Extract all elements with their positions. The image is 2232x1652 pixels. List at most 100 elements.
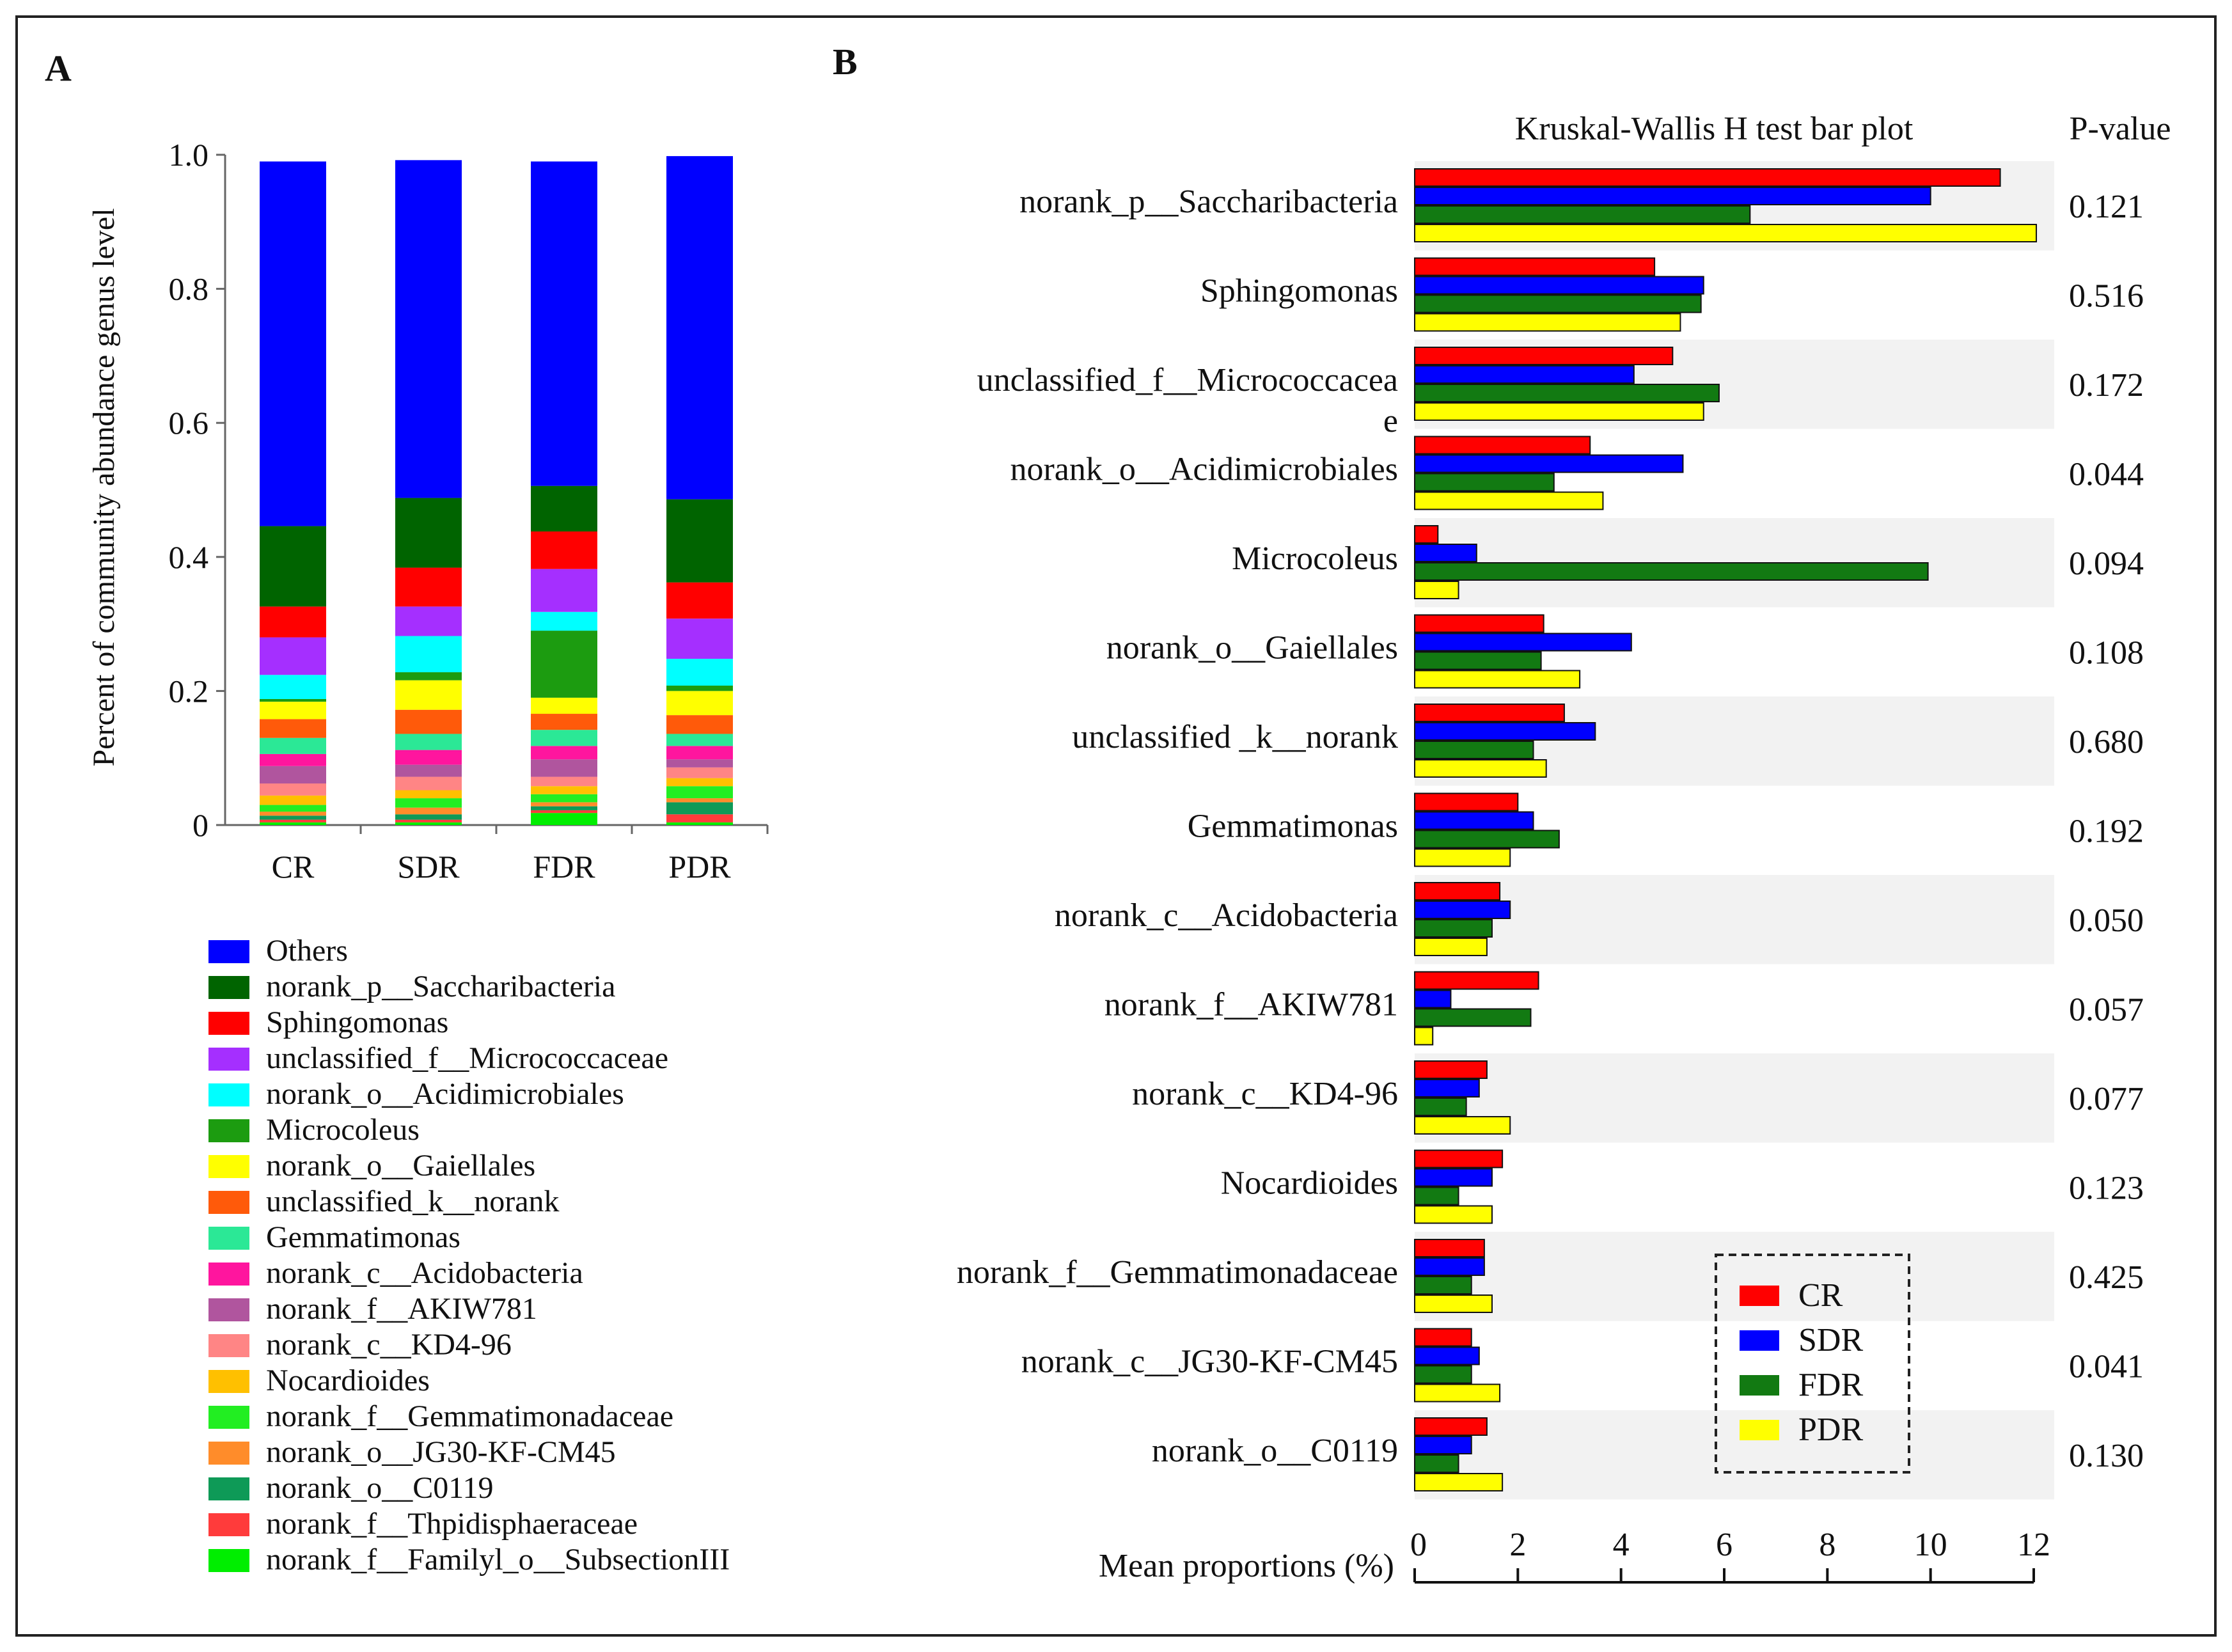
b-bar (1414, 1365, 1472, 1384)
a-bar-segment (395, 807, 462, 815)
b-row-band (1415, 1232, 2054, 1321)
panel-label-a: A (45, 47, 72, 89)
b-bar (1414, 1205, 1493, 1224)
b-category-labels: norank_p__Saccharibacteria Sphingomonas un… (957, 184, 1398, 1469)
b-bar (1414, 257, 1656, 276)
b-bar (1414, 454, 1684, 473)
b-bar (1414, 1436, 1472, 1454)
a-bar-segment (666, 798, 733, 803)
b-category-label: Nocardioides (1221, 1165, 1398, 1202)
a-legend-label: Nocardioides (266, 1364, 430, 1397)
a-y-tick-label: 0.4 (169, 539, 209, 575)
b-bar (1414, 313, 1681, 332)
b-x-tick-label: 8 (1819, 1527, 1835, 1563)
a-bar-segment (531, 531, 597, 569)
a-bar-segment (666, 582, 733, 619)
a-bar-segment (260, 675, 326, 699)
b-bar (1414, 187, 1931, 205)
b-pvalue: 0.044 (2069, 457, 2144, 493)
a-legend-swatch (208, 1513, 249, 1536)
a-bar-segment (260, 637, 326, 675)
a-bar-segment (531, 759, 597, 777)
b-row-band (1415, 1053, 2054, 1143)
a-bar-segment (666, 822, 733, 825)
b-category-label-cont: e (1383, 403, 1398, 439)
b-category-label: norank_c__KD4-96 (1132, 1076, 1398, 1112)
a-legend-swatch (208, 1334, 249, 1357)
b-bar (1414, 971, 1539, 990)
b-bar (1414, 168, 2001, 187)
b-bar (1414, 276, 1704, 295)
b-bar (1414, 544, 1477, 562)
b-legend-swatch (1740, 1420, 1779, 1440)
b-category-label: Microcoleus (1232, 540, 1398, 577)
b-legend-label: PDR (1798, 1412, 1863, 1448)
a-bar-segment (666, 659, 733, 686)
b-pvalue: 0.123 (2069, 1170, 2144, 1207)
a-bar-segment (260, 702, 326, 720)
a-bar-segment (666, 499, 733, 583)
a-bar-segment (260, 795, 326, 805)
a-legend-label: unclassified_f__Micrococcaceae (266, 1041, 668, 1075)
a-legend-swatch (208, 1298, 249, 1321)
b-bar (1414, 473, 1555, 492)
a-bar-segment (260, 698, 326, 702)
a-bar-segment (531, 802, 597, 806)
b-bar (1414, 1079, 1480, 1097)
a-legend-swatch (208, 940, 249, 963)
a-y-tick-label: 0.8 (169, 271, 209, 307)
b-category-label: Sphingomonas (1200, 273, 1398, 310)
a-x-tick-label: CR (272, 849, 315, 885)
a-bar-segment (395, 160, 462, 498)
b-bar (1414, 1168, 1493, 1187)
a-bar-segment (395, 567, 462, 607)
b-category-label: unclassified _k__norank (1072, 719, 1398, 755)
b-pvalue: 0.041 (2069, 1349, 2144, 1385)
a-legend-swatch (208, 1191, 249, 1214)
a-bar-segment (666, 686, 733, 691)
b-pvalue: 0.516 (2069, 278, 2144, 315)
a-bar-segment (260, 737, 326, 754)
b-x-axis: 0 2 4 6 8 10 12 (1410, 1527, 2050, 1584)
a-legend-label: norank_o__Acidimicrobiales (266, 1077, 624, 1111)
b-bar (1414, 633, 1632, 652)
b-pvalue: 0.108 (2069, 635, 2144, 672)
figure-frame (15, 15, 2217, 1637)
a-bar-segment (531, 631, 597, 698)
b-bar (1414, 1383, 1501, 1403)
b-bar (1414, 1328, 1472, 1347)
b-category-label: norank_f__Gemmatimonadaceae (957, 1254, 1398, 1291)
a-bar-segment (260, 822, 326, 825)
b-bar (1414, 938, 1488, 956)
b-bar (1414, 811, 1534, 830)
b-pvalue: 0.057 (2069, 992, 2144, 1028)
a-bar-segment (260, 805, 326, 812)
b-pvalues: 0.121 0.516 0.172 0.044 0.094 0.108 0.680 0.192… (2069, 189, 2144, 1474)
a-bar-segment (260, 783, 326, 796)
b-bar (1414, 830, 1560, 849)
b-x-tick-label: 12 (2017, 1527, 2050, 1563)
a-bar-segment (395, 680, 462, 710)
a-y-tick-label: 0.2 (169, 673, 209, 709)
a-bar-segment (666, 778, 733, 787)
b-bar (1414, 347, 1674, 365)
a-x-tick-label: PDR (668, 849, 731, 885)
b-x-tick-label: 6 (1716, 1527, 1733, 1563)
b-legend-swatch (1740, 1375, 1779, 1396)
a-legend-label: norank_c__Acidobacteria (266, 1256, 583, 1290)
b-bar (1414, 1239, 1485, 1257)
b-category-label: unclassified_f__Micrococcacea (977, 362, 1398, 398)
b-legend-label: SDR (1798, 1322, 1863, 1358)
b-pvalue: 0.094 (2069, 546, 2144, 582)
a-bar-segment (666, 746, 733, 760)
b-bar (1414, 919, 1493, 938)
b-legend-swatch (1740, 1286, 1779, 1306)
a-bar-segment (531, 714, 597, 730)
b-bar (1414, 614, 1544, 633)
b-chart-title: Kruskal-Wallis H test bar plot (1515, 111, 1914, 147)
a-legend-label: Microcoleus (266, 1113, 420, 1147)
b-bar (1414, 704, 1565, 722)
b-bar (1414, 1186, 1459, 1206)
a-legend-label: Others (266, 934, 348, 968)
b-category-label: norank_f__AKIW781 (1104, 987, 1398, 1023)
